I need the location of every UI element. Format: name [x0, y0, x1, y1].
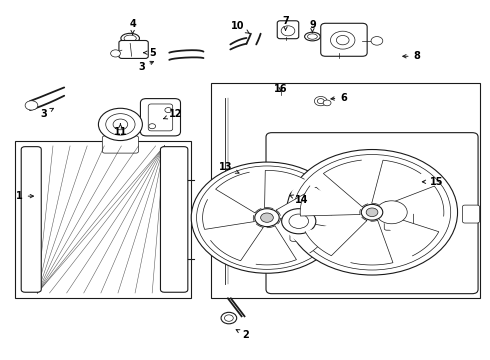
PathPatch shape	[277, 218, 330, 253]
Circle shape	[149, 124, 156, 129]
Circle shape	[165, 272, 183, 285]
PathPatch shape	[265, 170, 305, 209]
PathPatch shape	[256, 226, 296, 265]
PathPatch shape	[350, 220, 393, 265]
Bar	[15, 140, 191, 298]
PathPatch shape	[276, 187, 331, 216]
FancyBboxPatch shape	[119, 41, 148, 58]
Circle shape	[376, 201, 407, 224]
Circle shape	[255, 209, 279, 226]
PathPatch shape	[300, 186, 361, 216]
PathPatch shape	[381, 186, 444, 216]
Text: 5: 5	[144, 48, 156, 58]
Circle shape	[165, 108, 172, 113]
Text: 9: 9	[309, 20, 316, 32]
Circle shape	[336, 36, 349, 45]
Circle shape	[98, 108, 143, 140]
FancyBboxPatch shape	[141, 99, 180, 136]
FancyBboxPatch shape	[21, 147, 41, 292]
Text: 2: 2	[236, 330, 249, 340]
PathPatch shape	[203, 199, 254, 229]
Circle shape	[221, 312, 237, 324]
FancyBboxPatch shape	[321, 23, 367, 56]
Ellipse shape	[124, 35, 136, 41]
PathPatch shape	[211, 224, 263, 261]
Circle shape	[25, 101, 38, 110]
Text: 10: 10	[230, 21, 249, 33]
Circle shape	[169, 275, 179, 282]
Text: 3: 3	[138, 61, 153, 72]
Text: 8: 8	[403, 51, 420, 61]
Ellipse shape	[305, 32, 320, 41]
Text: 15: 15	[422, 177, 443, 187]
Text: 4: 4	[129, 19, 136, 35]
PathPatch shape	[381, 214, 439, 256]
Text: 3: 3	[40, 108, 53, 119]
Text: 1: 1	[16, 191, 33, 201]
Circle shape	[224, 315, 233, 321]
Text: 6: 6	[331, 93, 347, 103]
FancyBboxPatch shape	[102, 136, 139, 153]
Circle shape	[106, 114, 135, 135]
FancyBboxPatch shape	[266, 133, 478, 294]
Text: 11: 11	[114, 124, 127, 136]
Circle shape	[113, 119, 128, 130]
Circle shape	[111, 50, 121, 57]
Circle shape	[287, 149, 458, 275]
FancyBboxPatch shape	[160, 147, 188, 292]
FancyBboxPatch shape	[277, 21, 299, 39]
PathPatch shape	[323, 160, 368, 207]
Circle shape	[323, 100, 331, 106]
Circle shape	[361, 204, 383, 220]
Circle shape	[371, 37, 383, 45]
Circle shape	[191, 162, 343, 273]
PathPatch shape	[216, 172, 261, 213]
Circle shape	[366, 208, 378, 217]
Circle shape	[289, 214, 309, 228]
Circle shape	[282, 209, 316, 234]
Text: 12: 12	[164, 109, 183, 119]
Circle shape	[261, 213, 273, 222]
FancyBboxPatch shape	[290, 208, 323, 241]
Circle shape	[331, 31, 355, 49]
FancyBboxPatch shape	[148, 104, 172, 131]
Text: 7: 7	[282, 17, 289, 30]
Text: 14: 14	[290, 195, 309, 205]
FancyBboxPatch shape	[463, 205, 480, 223]
Ellipse shape	[308, 34, 318, 39]
Circle shape	[315, 96, 327, 106]
Ellipse shape	[121, 33, 140, 43]
PathPatch shape	[305, 217, 367, 256]
Bar	[211, 83, 480, 298]
Text: 16: 16	[274, 84, 288, 94]
Circle shape	[281, 26, 295, 36]
Text: 13: 13	[220, 162, 239, 173]
Circle shape	[318, 99, 324, 104]
FancyBboxPatch shape	[384, 202, 414, 230]
PathPatch shape	[372, 160, 421, 205]
